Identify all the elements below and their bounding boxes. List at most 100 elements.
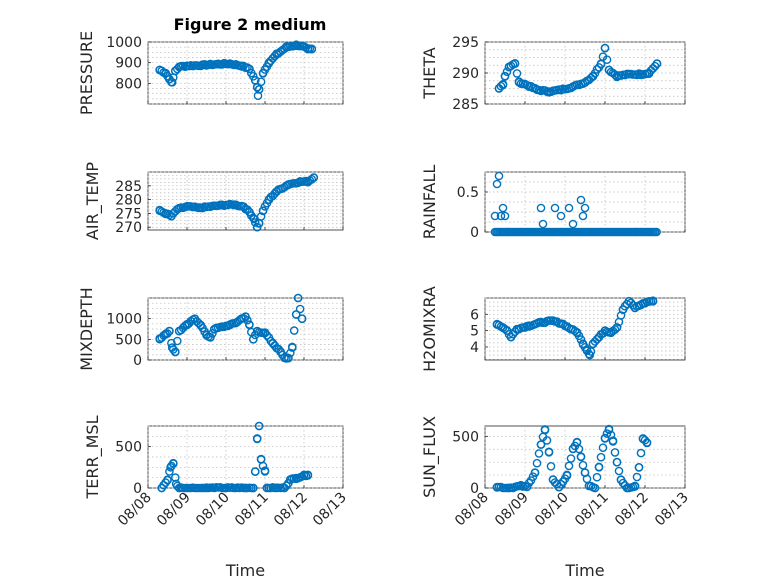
x-tick-label: 08/10 bbox=[532, 490, 572, 530]
x-tick-label: 08/12 bbox=[271, 490, 311, 530]
data-point bbox=[502, 67, 512, 76]
y-tick-label: 0 bbox=[470, 225, 479, 241]
data-point bbox=[522, 482, 532, 492]
y-tick-label: 6 bbox=[470, 307, 479, 323]
data-point bbox=[524, 321, 534, 331]
data-point bbox=[492, 482, 502, 492]
data-point bbox=[578, 211, 588, 221]
data-point bbox=[198, 203, 207, 213]
data-point bbox=[610, 70, 620, 79]
data-point bbox=[209, 324, 219, 334]
data-point bbox=[217, 200, 227, 210]
x-tick-label: 08/11 bbox=[232, 490, 272, 530]
data-point bbox=[556, 85, 566, 94]
data-point bbox=[303, 177, 313, 186]
data-point bbox=[606, 327, 616, 337]
data-point bbox=[630, 481, 640, 491]
data-point bbox=[632, 70, 642, 80]
data-point bbox=[168, 458, 178, 468]
data-point bbox=[202, 483, 211, 493]
data-point bbox=[512, 69, 522, 78]
data-point bbox=[500, 71, 510, 81]
subplot-theta: 285 290 295 THETA bbox=[420, 35, 686, 113]
data-point bbox=[636, 69, 646, 79]
data-point bbox=[268, 339, 278, 348]
data-point bbox=[604, 65, 614, 75]
data-point bbox=[568, 82, 578, 91]
data-point bbox=[580, 78, 590, 87]
data-point bbox=[161, 68, 170, 78]
y-axis-label: TERR_MSL bbox=[83, 415, 103, 499]
data-point bbox=[648, 296, 658, 306]
data-point bbox=[243, 63, 252, 72]
data-point bbox=[520, 79, 530, 89]
data-point bbox=[492, 179, 502, 189]
data-point bbox=[580, 203, 590, 213]
data-point bbox=[303, 470, 313, 480]
y-tick-label: 900 bbox=[115, 56, 142, 72]
data-point bbox=[194, 203, 203, 213]
data-point bbox=[598, 443, 608, 453]
data-point bbox=[534, 449, 544, 458]
data-point bbox=[652, 227, 661, 237]
data-point bbox=[588, 71, 598, 81]
y-tick-label: 285 bbox=[452, 97, 479, 113]
y-tick-label: 500 bbox=[452, 429, 479, 445]
data-point bbox=[610, 448, 620, 457]
data-point bbox=[498, 79, 508, 89]
data-point bbox=[221, 483, 231, 493]
subplot-pressure: 800 900 1000 PRESSURE bbox=[77, 31, 344, 115]
data-point bbox=[532, 458, 542, 468]
data-point bbox=[157, 483, 166, 493]
data-point bbox=[600, 326, 610, 335]
x-tick-label: 08/13 bbox=[310, 490, 350, 530]
data-point bbox=[217, 322, 227, 332]
y-tick-label: 0 bbox=[133, 481, 142, 497]
data-point bbox=[174, 483, 184, 493]
data-point bbox=[496, 211, 506, 221]
x-tick-label: 08/09 bbox=[492, 490, 532, 530]
data-point bbox=[245, 207, 254, 217]
data-point bbox=[590, 483, 600, 493]
data-point bbox=[496, 81, 506, 91]
data-point bbox=[248, 334, 258, 344]
data-point bbox=[252, 222, 262, 232]
data-point bbox=[536, 203, 546, 213]
data-point bbox=[295, 304, 305, 314]
data-point bbox=[500, 211, 510, 221]
subplot-rainfall: 0 0.5 RAINFALL bbox=[420, 165, 686, 241]
y-tick-label: 1000 bbox=[106, 35, 142, 51]
data-point bbox=[245, 64, 254, 74]
data-point bbox=[558, 319, 568, 329]
data-point bbox=[213, 59, 223, 69]
x-tick-label: 08/09 bbox=[154, 490, 194, 530]
data-point bbox=[576, 335, 586, 344]
data-point bbox=[548, 475, 558, 485]
data-point bbox=[163, 475, 172, 485]
data-point bbox=[490, 211, 500, 221]
y-tick-label: 275 bbox=[115, 206, 142, 222]
y-tick-label: 800 bbox=[115, 76, 142, 92]
data-point bbox=[612, 71, 622, 81]
data-point bbox=[588, 339, 598, 349]
data-point bbox=[196, 320, 205, 330]
data-point bbox=[258, 206, 268, 215]
data-point bbox=[170, 473, 180, 482]
data-point bbox=[566, 454, 576, 463]
data-point bbox=[612, 457, 622, 467]
data-point bbox=[182, 202, 192, 211]
data-point bbox=[225, 59, 235, 69]
data-point bbox=[307, 44, 317, 54]
data-point bbox=[624, 69, 634, 79]
y-tick-label: 295 bbox=[452, 35, 479, 51]
data-point bbox=[540, 86, 550, 95]
data-point bbox=[155, 334, 164, 343]
data-point bbox=[291, 473, 301, 483]
data-point bbox=[554, 482, 564, 492]
y-axis-label: AIR_TEMP bbox=[83, 162, 103, 240]
data-point bbox=[544, 447, 554, 457]
data-point bbox=[262, 483, 272, 493]
data-point bbox=[540, 425, 550, 435]
y-tick-label: 270 bbox=[115, 220, 142, 236]
